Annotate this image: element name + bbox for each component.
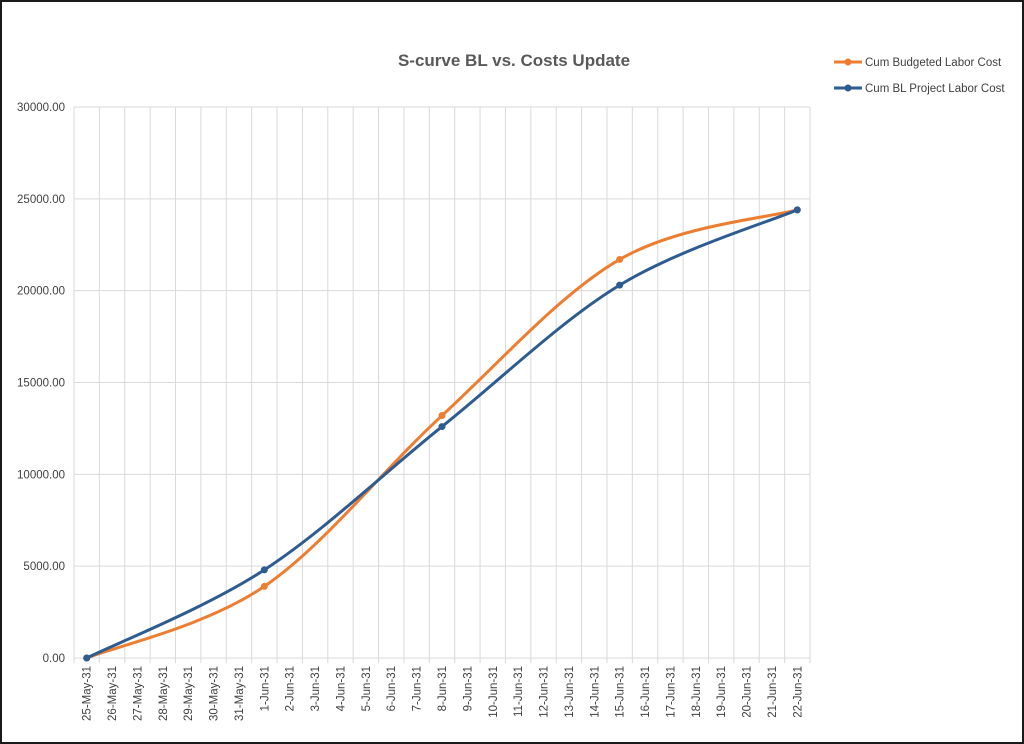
y-tick-label: 15000.00 [17,378,65,390]
x-tick-label: 17-Jun-31 [665,666,677,718]
x-tick-label: 6-Jun-31 [386,666,398,711]
x-tick-label: 26-May-31 [107,666,119,721]
x-tick-label: 18-Jun-31 [691,666,703,718]
x-tick-label: 28-May-31 [158,666,170,721]
x-tick-label: 25-May-31 [82,666,94,721]
x-tick-label: 8-Jun-31 [437,666,449,711]
bl-project-labor-cost-point [83,654,91,662]
x-tick-label: 5-Jun-31 [361,666,373,711]
x-tick-label: 31-May-31 [234,666,246,721]
x-axis-tick-labels: 25-May-31 26-May-31 27-May-31 28-May-31 29-M… [82,666,805,721]
budgeted-labor-cost-point [438,412,446,420]
legend-label: Cum Budgeted Labor Cost [865,57,1002,69]
y-tick-label: 10000.00 [17,469,65,481]
x-tick-label: 3-Jun-31 [310,666,322,711]
bl-project-labor-cost-point [438,423,446,431]
bl-project-labor-cost-point [793,206,801,214]
x-tick-label: 9-Jun-31 [462,666,474,711]
x-tick-label: 29-May-31 [183,666,195,721]
x-tick-label: 14-Jun-31 [589,666,601,718]
x-tick-label: 19-Jun-31 [716,666,728,718]
x-tick-label: 20-Jun-31 [742,666,754,718]
bl-project-labor-cost-point [616,281,624,289]
x-tick-label: 13-Jun-31 [564,666,576,718]
x-tick-label: 1-Jun-31 [259,666,271,711]
bl-project-labor-cost-line [85,208,799,660]
budgeted-labor-cost-line [85,208,799,660]
x-tick-label: 4-Jun-31 [335,666,347,711]
x-tick-label: 27-May-31 [132,666,144,721]
y-tick-label: 20000.00 [17,286,65,298]
gridlines [73,106,811,663]
x-tick-label: 21-Jun-31 [767,666,779,718]
x-tick-label: 22-Jun-31 [792,666,804,718]
x-tick-label: 2-Jun-31 [285,666,297,711]
y-tick-label: 25000.00 [17,194,65,206]
y-tick-label: 30000.00 [17,102,65,114]
x-tick-label: 15-Jun-31 [615,666,627,718]
budgeted-labor-cost-point [616,255,624,263]
legend-label: Cum BL Project Labor Cost [865,83,1005,95]
y-tick-label: 5000.00 [23,561,65,573]
budgeted-labor-cost-point [260,582,268,590]
x-tick-label: 7-Jun-31 [412,666,424,711]
legend-swatch-marker [844,58,852,66]
x-tick-label: 16-Jun-31 [640,666,652,718]
x-tick-label: 11-Jun-31 [513,666,525,717]
x-tick-label: 30-May-31 [209,666,221,721]
y-tick-label: 0.00 [43,653,65,665]
x-tick-label: 12-Jun-31 [539,666,551,718]
x-tick-label: 10-Jun-31 [488,666,500,718]
legend-swatch-marker [844,84,852,92]
chart-title: S-curve BL vs. Costs Update [398,51,630,70]
legend: Cum Budgeted Labor Cost Cum BL Project La… [834,57,1005,95]
data-series [83,206,801,662]
y-axis-tick-labels: 0.00 5000.00 10000.00 15000.00 20000.00 25000… [17,102,65,665]
bl-project-labor-cost-point [260,566,268,574]
